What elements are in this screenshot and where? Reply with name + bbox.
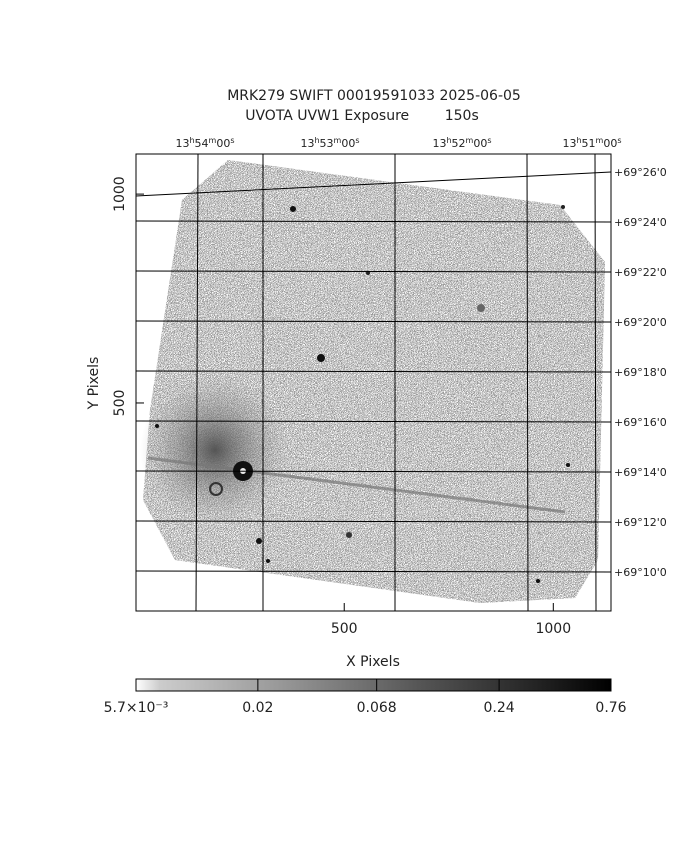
ra-label: 13h51m00s: [562, 136, 621, 150]
dec-label: +69°10'0: [614, 566, 667, 579]
x-tick-label: 1000: [535, 621, 571, 637]
dec-label: +69°12'0: [614, 516, 667, 529]
dec-label: +69°26'0: [614, 166, 667, 179]
x-axis-label: X Pixels: [346, 654, 400, 670]
y-tick-label: 1000: [112, 176, 128, 212]
dec-label: +69°22'0: [614, 266, 667, 279]
dec-label: +69°18'0: [614, 366, 667, 379]
wcs-grid: [135, 153, 612, 612]
ra-label: 13h53m00s: [300, 136, 359, 150]
title: MRK279 SWIFT 00019591033 2025-06-05: [227, 88, 521, 104]
y-axis-label: Y Pixels: [86, 357, 102, 411]
ra-label: 13h52m00s: [432, 136, 491, 150]
colorbar-tick-label: 0.76: [595, 700, 626, 716]
colorbar-tick-label: 0.068: [357, 700, 397, 716]
dec-label: +69°16'0: [614, 416, 667, 429]
colorbar-tick-label: 5.7×10⁻³: [104, 700, 169, 716]
dec-label: +69°14'0: [614, 466, 667, 479]
dec-label: +69°24'0: [614, 216, 667, 229]
subtitle: UVOTA UVW1 Exposure 150s: [245, 108, 479, 124]
ra-label: 13h54m00s: [175, 136, 234, 150]
exposure-image: [140, 160, 605, 603]
colorbar: [135, 678, 612, 692]
plot-frame: [135, 153, 612, 612]
x-tick-label: 500: [331, 621, 358, 637]
colorbar-tick-label: 0.02: [242, 700, 273, 716]
dec-label: +69°20'0: [614, 316, 667, 329]
colorbar-tick-label: 0.24: [484, 700, 515, 716]
y-tick-label: 500: [112, 390, 128, 417]
